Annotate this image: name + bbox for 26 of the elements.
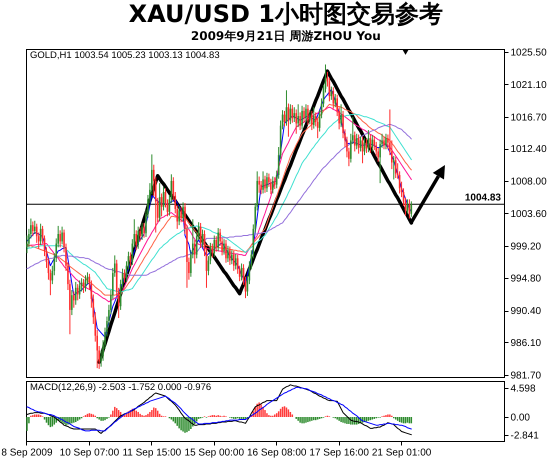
y-tick-label: 0.00 xyxy=(510,412,530,424)
annotation: MACD(12,26,9) -2.503 -1.752 0.000 -0.976 xyxy=(30,382,212,393)
x-tick-label: 17 Sep 16:00 xyxy=(309,448,370,458)
y-tick-label: 1021.10 xyxy=(510,80,548,91)
x-tick-label: 8 Sep 2009 xyxy=(1,448,53,458)
y-tick-label: 1025.50 xyxy=(510,47,548,58)
y-tick-label: -2.841 xyxy=(510,430,540,442)
y-tick-label: 1016.70 xyxy=(510,112,548,124)
chart-subtitle: 2009年9月21日 周游ZHOU You xyxy=(190,28,381,43)
ref-line-label: 1004.83 xyxy=(464,192,502,204)
x-tick-label: 15 Sep 00:00 xyxy=(184,448,244,458)
y-tick-label: 1012.40 xyxy=(510,144,548,156)
chart-title: XAU/USD 1小时图交易参考 xyxy=(128,0,443,28)
y-tick-label: 4.598 xyxy=(510,383,536,394)
y-tick-label: 994.80 xyxy=(510,274,542,285)
y-tick-label: 1008.00 xyxy=(510,176,548,188)
y-tick-label: 986.10 xyxy=(510,338,542,349)
y-tick-label: 999.20 xyxy=(510,241,542,252)
x-tick-label: 11 Sep 15:00 xyxy=(122,448,182,458)
x-tick-label: 10 Sep 07:00 xyxy=(60,448,120,458)
y-tick-label: 981.70 xyxy=(510,370,542,382)
y-tick-label: 1003.60 xyxy=(510,208,548,220)
annotation: GOLD,H1 1003.54 1005.23 1003.13 1004.83 xyxy=(30,50,220,61)
x-tick-label: 16 Sep 08:00 xyxy=(246,448,307,458)
x-tick-label: 21 Sep 01:00 xyxy=(372,448,432,458)
y-tick-label: 990.40 xyxy=(510,306,542,318)
